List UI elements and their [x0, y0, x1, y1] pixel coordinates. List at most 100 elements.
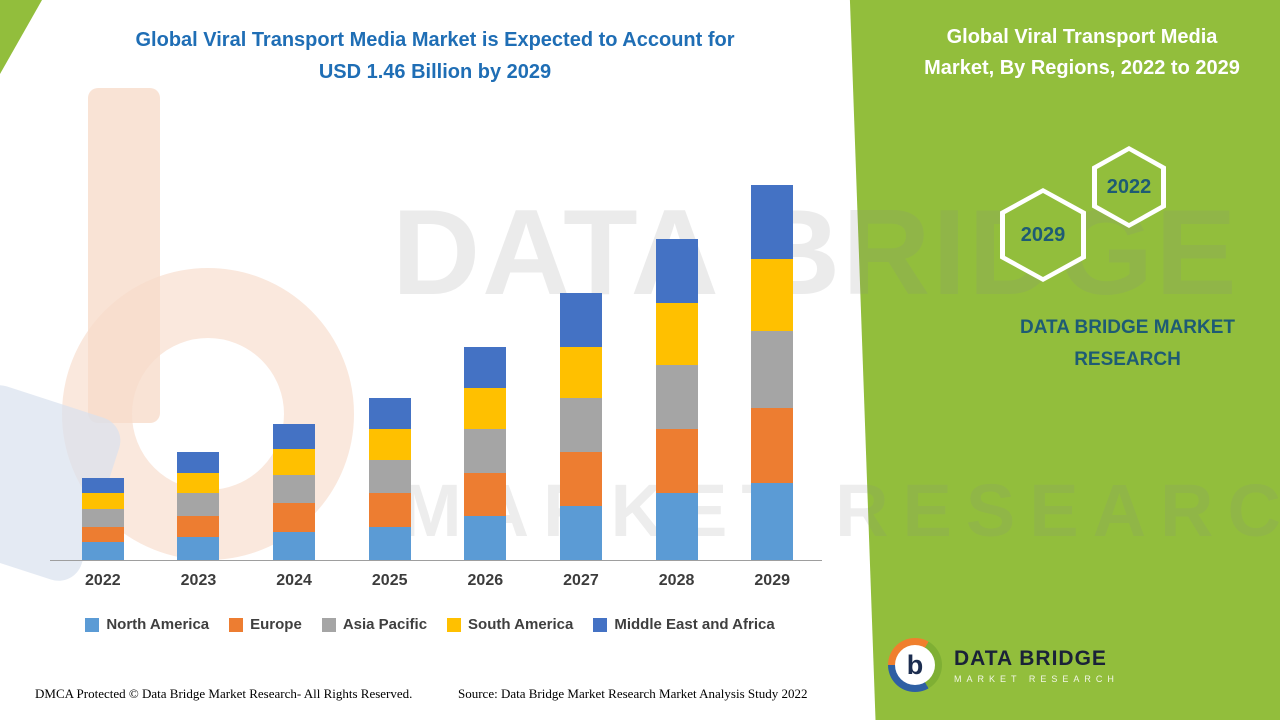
- bar-segment-north-america: [751, 482, 794, 560]
- hexagon-badge-2022: 2022: [1092, 146, 1166, 228]
- bar-segment-north-america: [464, 516, 507, 560]
- bar-stack-2024: [273, 423, 316, 560]
- bar-segment-south-america: [464, 387, 507, 429]
- bar-stack-2029: [751, 184, 794, 560]
- legend-item-europe: Europe: [229, 616, 302, 633]
- bar-segment-asia-pacific: [81, 508, 124, 527]
- side-panel-title-line2: Market, By Regions, 2022 to 2029: [924, 57, 1240, 79]
- legend-item-middle-east-and-africa: Middle East and Africa: [593, 616, 775, 633]
- bar-segment-middle-east-and-africa: [751, 184, 794, 260]
- bar-segment-asia-pacific: [177, 493, 220, 517]
- legend-label: North America: [106, 616, 210, 633]
- bar-segment-south-america: [559, 346, 602, 399]
- bar-segment-north-america: [81, 542, 124, 560]
- legend-item-south-america: South America: [447, 616, 573, 633]
- bar-segment-north-america: [177, 536, 220, 560]
- databridge-logo-letter: b: [895, 645, 935, 685]
- bar-column-2023: [151, 185, 247, 560]
- side-panel-title: Global Viral Transport Media Market, By …: [892, 22, 1272, 84]
- x-axis-label-2023: 2023: [180, 572, 217, 589]
- bar-segment-europe: [751, 408, 794, 483]
- bar-segment-europe: [655, 429, 698, 494]
- bar-stack-2027: [559, 293, 602, 560]
- bar-segment-north-america: [559, 506, 602, 560]
- legend-label: Europe: [250, 616, 302, 633]
- bar-column-2024: [246, 185, 342, 560]
- legend-label: Asia Pacific: [342, 616, 428, 633]
- databridge-logo: b DATA BRIDGE MARKET RESEARCH: [888, 638, 1119, 692]
- legend-swatch: [447, 617, 462, 632]
- bar-column-2027: [533, 185, 629, 560]
- bar-segment-middle-east-and-africa: [368, 398, 411, 430]
- bar-segment-asia-pacific: [464, 428, 507, 473]
- bar-column-2025: [342, 185, 438, 560]
- chart-legend: North America Europe Asia Pacific South Ame…: [25, 616, 835, 633]
- brand-caption: DATA BRIDGE MARKET RESEARCH: [1020, 317, 1235, 371]
- bar-segment-north-america: [655, 493, 698, 560]
- hexagon-2029-label: 2029: [1020, 223, 1066, 246]
- legend-item-asia-pacific: Asia Pacific: [321, 616, 428, 633]
- footer-dmca-text: DMCA Protected © Data Bridge Market Rese…: [35, 686, 413, 701]
- watermark-text-market-research: MARKET RESEARCH: [400, 469, 1280, 552]
- bar-segment-middle-east-and-africa: [559, 293, 602, 347]
- bar-stack-2028: [655, 239, 698, 560]
- stacked-bar-chart: [55, 184, 820, 560]
- logo-subname: MARKET RESEARCH: [954, 673, 1119, 684]
- x-axis-label-2024: 2024: [276, 572, 312, 589]
- chart-title-line1: Global Viral Transport Media Market is E…: [135, 29, 735, 51]
- bar-column-2022: [55, 185, 151, 560]
- bar-segment-asia-pacific: [559, 398, 602, 453]
- x-axis-line: [50, 560, 822, 561]
- bar-stack-2022: [81, 477, 124, 560]
- bar-segment-middle-east-and-africa: [177, 452, 220, 473]
- chart-title-line2: USD 1.46 Billion by 2029: [318, 61, 552, 83]
- databridge-logo-icon: b: [888, 638, 942, 692]
- bar-segment-asia-pacific: [368, 459, 411, 494]
- bar-column-2029: [724, 184, 820, 560]
- bar-stack-2025: [368, 398, 411, 560]
- bar-segment-europe: [273, 503, 316, 532]
- legend-swatch: [321, 617, 336, 632]
- bar-segment-south-america: [177, 472, 220, 494]
- x-axis-label-2026: 2026: [467, 572, 504, 589]
- bar-segment-middle-east-and-africa: [81, 477, 124, 494]
- bar-segment-north-america: [273, 531, 316, 560]
- bar-segment-south-america: [751, 259, 794, 332]
- bar-segment-europe: [81, 526, 124, 542]
- bar-segment-south-america: [273, 449, 316, 476]
- x-axis-label-2025: 2025: [371, 572, 408, 589]
- bar-segment-europe: [368, 493, 411, 527]
- legend-swatch: [593, 617, 608, 632]
- x-axis-label-2027: 2027: [563, 572, 599, 589]
- footer-source-text: Source: Data Bridge Market Research Mark…: [458, 686, 808, 701]
- bar-segment-south-america: [655, 303, 698, 365]
- legend-swatch: [229, 617, 244, 632]
- legend-label: Middle East and Africa: [614, 616, 775, 633]
- bar-segment-middle-east-and-africa: [464, 346, 507, 388]
- bar-segment-europe: [464, 472, 507, 517]
- bar-stack-2023: [177, 452, 220, 560]
- bar-segment-south-america: [81, 493, 124, 509]
- x-axis-label-2029: 2029: [754, 572, 790, 589]
- bar-segment-europe: [177, 516, 220, 537]
- logo-name: DATA BRIDGE: [954, 646, 1107, 670]
- bar-column-2028: [629, 185, 725, 560]
- corner-accent-triangle: [0, 0, 42, 74]
- bar-segment-middle-east-and-africa: [655, 239, 698, 304]
- bar-segment-south-america: [368, 429, 411, 460]
- bar-segment-middle-east-and-africa: [273, 423, 316, 450]
- bar-segment-asia-pacific: [751, 331, 794, 409]
- bar-segment-north-america: [368, 526, 411, 560]
- bar-segment-asia-pacific: [273, 475, 316, 504]
- x-axis-label-2028: 2028: [658, 572, 695, 589]
- bar-segment-asia-pacific: [655, 364, 698, 430]
- bar-stack-2026: [464, 346, 507, 560]
- bar-segment-europe: [559, 452, 602, 507]
- chart-title: Global Viral Transport Media Market is E…: [70, 24, 800, 88]
- hexagon-2022-label: 2022: [1106, 175, 1152, 198]
- legend-item-north-america: North America: [85, 616, 209, 633]
- side-panel-title-line1: Global Viral Transport Media: [946, 26, 1218, 48]
- x-axis-labels: 2022 2023 2024 2025 2026 2027 2028 2029: [55, 572, 820, 590]
